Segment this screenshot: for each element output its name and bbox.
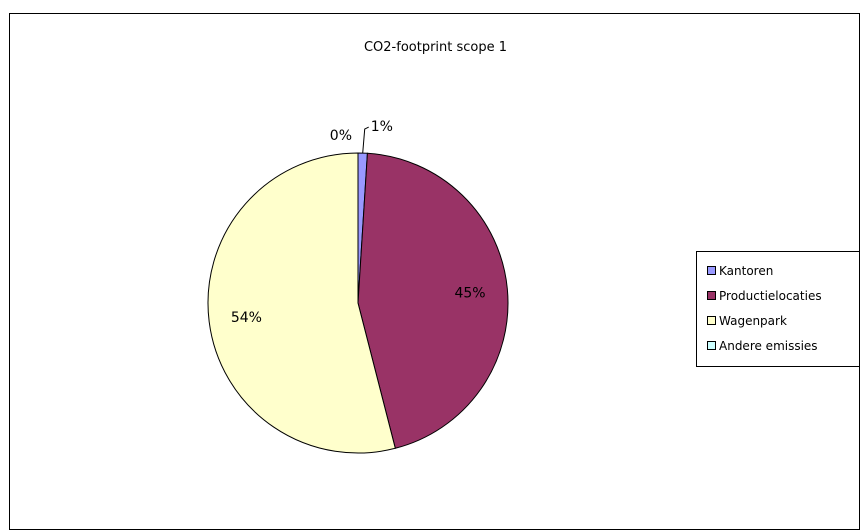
legend-label-kantoren: Kantoren	[719, 263, 774, 278]
pie-slice-productielocaties	[357, 152, 509, 449]
data-label-andere-emissies: 0%	[330, 128, 352, 144]
data-label-kantoren: 1%	[371, 119, 393, 135]
legend-swatch-productielocaties	[707, 291, 716, 300]
legend-item-kantoren: Kantoren	[707, 258, 859, 283]
pie-slice-wagenpark	[207, 152, 396, 454]
chart-title: CO2-footprint scope 1	[363, 40, 508, 55]
leader-line-kantoren	[362, 126, 369, 154]
legend-label-wagenpark: Wagenpark	[719, 313, 787, 328]
legend-swatch-wagenpark	[707, 316, 716, 325]
legend-item-wagenpark: Wagenpark	[707, 308, 859, 333]
legend-item-andere-emissies: Andere emissies	[707, 333, 859, 358]
legend-label-andere-emissies: Andere emissies	[719, 338, 818, 353]
legend-swatch-andere-emissies	[707, 341, 716, 350]
legend-label-productielocaties: Productielocaties	[719, 288, 822, 303]
data-label-productielocaties: 45%	[454, 285, 485, 301]
pie-chart: 45% 54% 1% 0%	[207, 119, 509, 454]
data-label-wagenpark: 54%	[231, 310, 262, 326]
legend-swatch-kantoren	[707, 266, 716, 275]
chart-area: CO2-footprint scope 1 45% 54% 1% 0% Kantore…	[9, 13, 860, 530]
legend: Kantoren Productielocaties Wagenpark And…	[696, 251, 860, 367]
legend-item-productielocaties: Productielocaties	[707, 283, 859, 308]
